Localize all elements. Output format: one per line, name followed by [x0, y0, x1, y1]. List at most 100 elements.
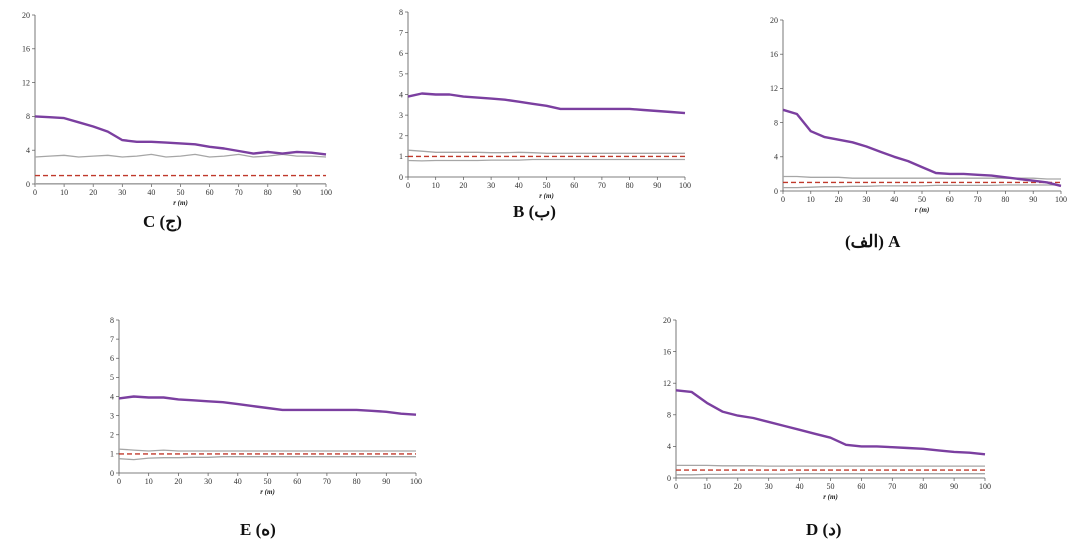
- y-tick-label: 3: [110, 411, 114, 420]
- series-lower-line: [676, 473, 985, 476]
- panel-D: 0 4 8 12 16 20 0 10 20 30 40 50 60 70 80 90 100 r (m): [663, 316, 991, 501]
- y-tick-label: 0: [26, 180, 30, 189]
- y-tick-label: 4: [110, 392, 114, 401]
- caption-E: E (ه): [240, 520, 276, 539]
- caption-B: B (ب): [513, 202, 556, 221]
- x-tick-label: 90: [653, 181, 661, 190]
- x-axis-label: r (m): [539, 192, 554, 200]
- y-tick-label: 8: [110, 316, 114, 325]
- x-tick-label: 20: [89, 188, 97, 197]
- x-tick-label: 10: [60, 188, 68, 197]
- x-tick-label: 10: [807, 195, 815, 204]
- y-tick-label: 4: [667, 442, 671, 451]
- y-tick-label: 8: [667, 411, 671, 420]
- x-tick-label: 10: [432, 181, 440, 190]
- x-tick-label: 20: [734, 482, 742, 491]
- y-tick-label: 8: [26, 112, 30, 121]
- y-tick-label: 6: [110, 354, 114, 363]
- x-tick-label: 40: [147, 188, 155, 197]
- y-tick-label: 4: [26, 146, 30, 155]
- y-tick-label: 4: [774, 153, 778, 162]
- series-upper-line: [676, 464, 985, 467]
- x-tick-label: 40: [234, 477, 242, 486]
- y-tick-label: 1: [110, 450, 114, 459]
- x-tick-label: 100: [679, 181, 691, 190]
- x-tick-label: 80: [353, 477, 361, 486]
- x-axis-label: r (m): [823, 493, 838, 501]
- caption-C: C (ج): [143, 212, 182, 231]
- caption-D: D (د): [806, 520, 842, 539]
- x-tick-label: 40: [796, 482, 804, 491]
- y-tick-label: 16: [770, 50, 778, 59]
- x-tick-label: 70: [235, 188, 243, 197]
- series-upper-line: [407, 149, 685, 154]
- x-tick-label: 80: [1001, 195, 1009, 204]
- x-tick-label: 50: [177, 188, 185, 197]
- y-tick-label: 20: [22, 11, 30, 20]
- x-tick-label: 30: [487, 181, 495, 190]
- x-tick-label: 50: [264, 477, 272, 486]
- x-tick-label: 20: [174, 477, 182, 486]
- y-tick-label: 2: [110, 431, 114, 440]
- x-tick-label: 70: [888, 482, 896, 491]
- x-tick-label: 30: [204, 477, 212, 486]
- y-tick-label: 5: [399, 70, 403, 79]
- y-tick-label: 20: [663, 316, 671, 325]
- x-tick-label: 70: [974, 195, 982, 204]
- y-tick-label: 12: [22, 78, 30, 87]
- y-tick-label: 7: [110, 335, 114, 344]
- panel-A: 0 4 8 12 16 20 0 10 20 30 40 50 60 70 80 90 100 r (m): [770, 16, 1067, 214]
- y-tick-label: 7: [399, 28, 403, 37]
- y-tick-label: 0: [667, 474, 671, 483]
- x-tick-label: 50: [918, 195, 926, 204]
- series-observed-line: [675, 389, 986, 456]
- y-tick-label: 6: [399, 49, 403, 58]
- x-tick-label: 60: [293, 477, 301, 486]
- x-tick-label: 0: [674, 482, 678, 491]
- x-tick-label: 10: [145, 477, 153, 486]
- y-tick-label: 8: [399, 8, 403, 17]
- panel-C: 0 4 8 12 16 20 0 10 20 30 40 50 60 70 80 90 100 r (m): [22, 11, 332, 207]
- x-tick-label: 90: [1029, 195, 1037, 204]
- x-tick-label: 80: [626, 181, 634, 190]
- y-tick-label: 1: [399, 152, 403, 161]
- y-tick-label: 12: [663, 379, 671, 388]
- x-tick-label: 60: [206, 188, 214, 197]
- x-tick-label: 20: [835, 195, 843, 204]
- y-tick-label: 2: [399, 132, 403, 141]
- y-tick-label: 16: [663, 347, 671, 356]
- series-observed-line: [407, 92, 686, 115]
- x-axis-label: r (m): [260, 488, 275, 496]
- x-tick-label: 30: [118, 188, 126, 197]
- x-tick-label: 100: [979, 482, 991, 491]
- x-tick-label: 0: [117, 477, 121, 486]
- x-tick-label: 100: [410, 477, 422, 486]
- y-tick-label: 3: [399, 111, 403, 120]
- series-upper-line: [118, 448, 416, 452]
- x-axis-label: r (m): [915, 206, 930, 214]
- y-tick-label: 0: [110, 469, 114, 478]
- series-upper-line: [34, 153, 327, 158]
- y-tick-label: 4: [399, 90, 403, 99]
- x-tick-label: 80: [919, 482, 927, 491]
- x-tick-label: 80: [264, 188, 272, 197]
- x-tick-label: 30: [862, 195, 870, 204]
- y-tick-label: 16: [22, 45, 30, 54]
- y-tick-label: 8: [774, 118, 778, 127]
- x-tick-label: 60: [946, 195, 954, 204]
- x-tick-label: 90: [382, 477, 390, 486]
- x-tick-label: 0: [406, 181, 410, 190]
- x-tick-label: 60: [857, 482, 865, 491]
- x-tick-label: 40: [515, 181, 523, 190]
- x-tick-label: 20: [459, 181, 467, 190]
- x-tick-label: 0: [33, 188, 37, 197]
- x-tick-label: 70: [598, 181, 606, 190]
- x-tick-label: 60: [570, 181, 578, 190]
- x-tick-label: 30: [765, 482, 773, 491]
- x-tick-label: 40: [890, 195, 898, 204]
- x-tick-label: 70: [323, 477, 331, 486]
- y-tick-label: 12: [770, 84, 778, 93]
